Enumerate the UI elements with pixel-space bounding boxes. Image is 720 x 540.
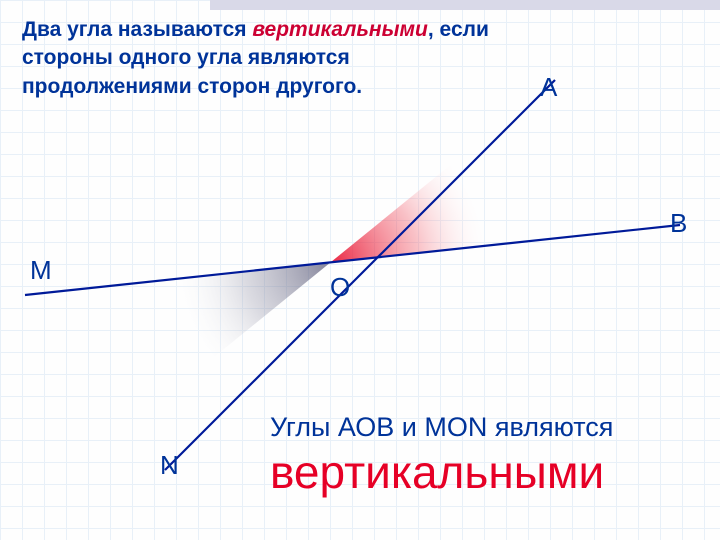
label-o: O: [330, 272, 350, 303]
slide-canvas: Два угла называются вертикальными, если …: [0, 0, 720, 540]
label-n: N: [160, 450, 179, 481]
label-m: M: [30, 255, 52, 286]
bottom-line2: вертикальными: [270, 445, 720, 499]
label-b: B: [670, 208, 687, 239]
bottom-caption: Углы АОВ и МОN являются вертикальными: [270, 412, 720, 499]
label-a: A: [540, 72, 557, 103]
bottom-line1: Углы АОВ и МОN являются: [270, 412, 720, 443]
line-bm: [25, 225, 680, 295]
